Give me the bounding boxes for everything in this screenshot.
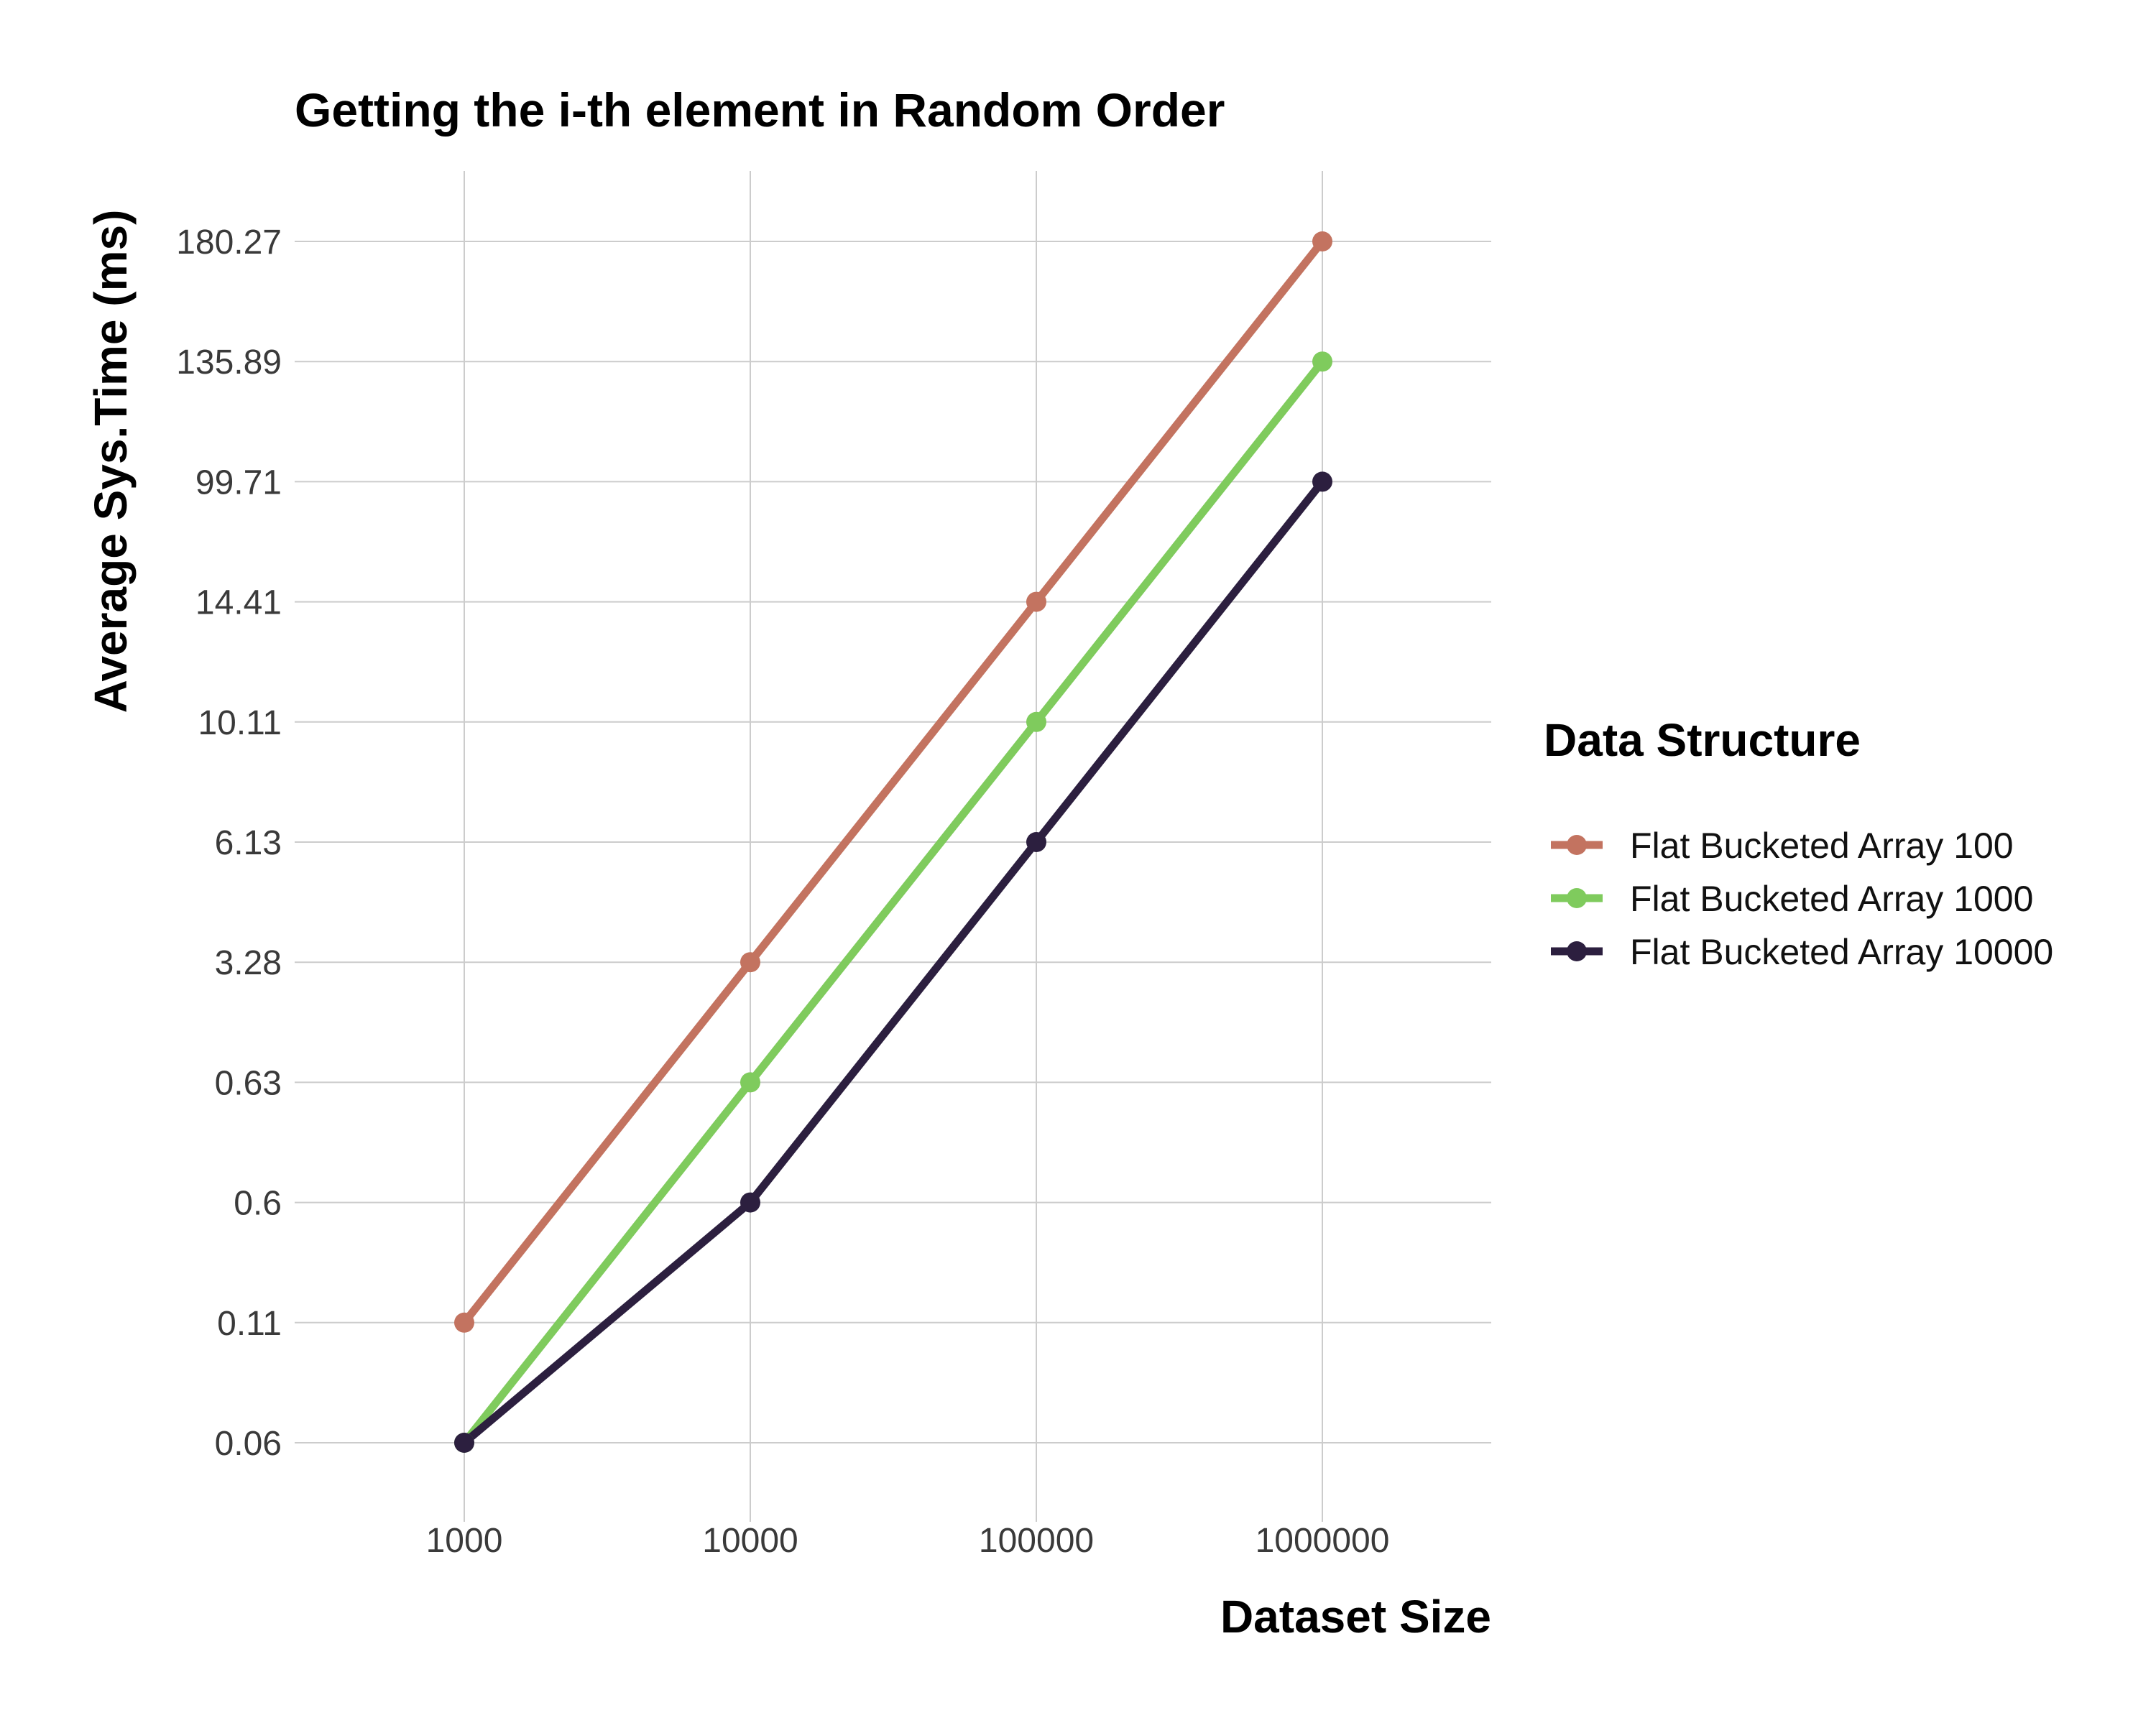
x-axis-ticks: 1000 10000 100000 1000000 <box>426 1522 1390 1560</box>
y-tick-label: 0.11 <box>217 1305 282 1343</box>
y-tick-label: 0.63 <box>215 1064 282 1102</box>
legend-key-point <box>1567 835 1587 855</box>
legend-key <box>1551 888 1603 908</box>
y-tick-label: 180.27 <box>176 223 282 262</box>
legend-title: Data Structure <box>1544 714 1861 766</box>
series-line-1 <box>460 237 1327 1327</box>
legend: Data Structure Flat Bucketed Array 100Fl… <box>1544 714 2053 972</box>
data-point <box>1312 351 1332 372</box>
data-point <box>454 1433 474 1453</box>
x-tick-label: 1000000 <box>1256 1522 1390 1560</box>
legend-label: Flat Bucketed Array 100 <box>1630 826 2014 866</box>
legend-key-point <box>1567 888 1587 908</box>
legend-key-point <box>1567 941 1587 961</box>
y-axis-ticks: 0.06 0.11 0.6 0.63 3.28 6.13 10.11 14.41 99.71 13… <box>176 223 282 1463</box>
series-line-3 <box>460 477 1327 1447</box>
y-tick-label: 135.89 <box>176 343 282 382</box>
x-axis-title: Dataset Size <box>1220 1591 1491 1642</box>
legend-label: Flat Bucketed Array 10000 <box>1630 932 2053 972</box>
data-point <box>454 1312 474 1333</box>
data-point <box>1026 711 1046 732</box>
data-point <box>1312 231 1332 251</box>
data-point <box>1026 591 1046 612</box>
y-tick-label: 99.71 <box>195 463 282 502</box>
y-tick-label: 0.6 <box>234 1185 282 1223</box>
data-point <box>740 952 760 973</box>
y-tick-label: 3.28 <box>215 944 282 982</box>
y-axis-title: Average Sys.Time (ms) <box>85 210 137 713</box>
y-tick-label: 10.11 <box>198 704 282 742</box>
legend-label: Flat Bucketed Array 1000 <box>1630 879 2033 919</box>
legend-key <box>1551 941 1603 961</box>
x-tick-label: 1000 <box>426 1522 503 1560</box>
series-points <box>454 231 1332 1453</box>
data-point <box>1026 832 1046 852</box>
y-tick-label: 0.06 <box>215 1425 282 1463</box>
legend-key <box>1551 835 1603 855</box>
data-point <box>740 1192 760 1213</box>
data-point <box>1312 471 1332 492</box>
y-tick-label: 14.41 <box>195 584 282 622</box>
data-point <box>740 1072 760 1093</box>
x-tick-label: 100000 <box>979 1522 1094 1560</box>
series-lines <box>460 237 1327 1447</box>
legend-items: Flat Bucketed Array 100 Flat Bucketed Arr… <box>1551 826 2053 972</box>
chart-title: Getting the i-th element in Random Order <box>295 83 1225 137</box>
series-line-2 <box>460 357 1327 1447</box>
x-tick-label: 10000 <box>702 1522 798 1560</box>
y-tick-label: 6.13 <box>215 824 282 862</box>
